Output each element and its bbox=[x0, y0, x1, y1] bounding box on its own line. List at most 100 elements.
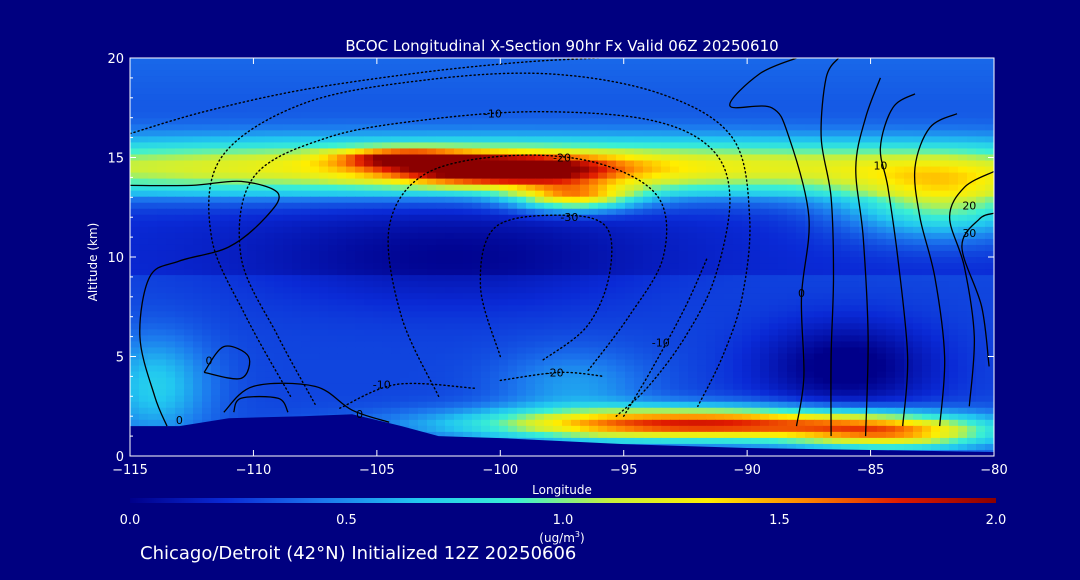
field-cell bbox=[931, 269, 941, 276]
field-cell bbox=[274, 317, 284, 324]
field-cell bbox=[913, 190, 923, 198]
field-cell bbox=[688, 64, 698, 71]
field-cell bbox=[319, 269, 329, 276]
field-cell bbox=[472, 58, 482, 65]
field-cell bbox=[499, 178, 509, 186]
field-cell bbox=[688, 172, 698, 180]
field-cell bbox=[769, 365, 779, 373]
field-cell bbox=[643, 263, 653, 270]
field-cell bbox=[283, 190, 293, 198]
field-cell bbox=[346, 136, 356, 144]
field-cell bbox=[868, 208, 878, 216]
field-cell bbox=[427, 106, 437, 113]
field-cell bbox=[490, 124, 500, 131]
field-cell bbox=[967, 112, 977, 119]
field-cell bbox=[571, 64, 581, 71]
field-cell bbox=[823, 106, 833, 113]
field-cell bbox=[634, 293, 644, 300]
field-cell bbox=[571, 166, 581, 174]
field-cell bbox=[859, 359, 869, 367]
field-cell bbox=[391, 208, 401, 216]
field-cell bbox=[463, 329, 473, 336]
field-cell bbox=[517, 365, 527, 373]
field-cell bbox=[274, 166, 284, 174]
field-cell bbox=[373, 184, 383, 192]
field-cell bbox=[706, 130, 716, 137]
field-cell bbox=[634, 58, 644, 65]
field-cell bbox=[292, 106, 302, 113]
field-cell bbox=[166, 166, 176, 174]
field-cell bbox=[967, 244, 977, 252]
field-cell bbox=[715, 238, 725, 246]
field-cell bbox=[607, 70, 617, 77]
field-cell bbox=[211, 106, 221, 113]
field-cell bbox=[517, 299, 527, 306]
field-cell bbox=[805, 184, 815, 192]
field-cell bbox=[373, 154, 383, 162]
field-cell bbox=[913, 58, 923, 65]
field-cell bbox=[193, 94, 203, 101]
field-cell bbox=[598, 250, 608, 258]
field-cell bbox=[337, 238, 347, 246]
field-cell bbox=[382, 359, 392, 367]
field-cell bbox=[544, 311, 554, 318]
field-cell bbox=[202, 275, 212, 282]
field-cell bbox=[814, 232, 824, 240]
field-cell bbox=[904, 190, 914, 198]
field-cell bbox=[526, 263, 536, 270]
field-cell bbox=[472, 88, 482, 95]
field-cell bbox=[517, 154, 527, 162]
field-cell bbox=[688, 359, 698, 367]
field-cell bbox=[580, 250, 590, 258]
field-cell bbox=[787, 100, 797, 107]
field-cell bbox=[544, 335, 554, 343]
field-cell bbox=[472, 100, 482, 107]
field-cell bbox=[832, 154, 842, 162]
field-cell bbox=[742, 365, 752, 373]
field-cell bbox=[454, 220, 464, 228]
field-cell bbox=[958, 220, 968, 228]
field-cell bbox=[157, 190, 167, 198]
field-cell bbox=[616, 269, 626, 276]
field-cell bbox=[751, 214, 761, 222]
field-cell bbox=[292, 257, 302, 264]
field-cell bbox=[769, 347, 779, 355]
field-cell bbox=[355, 293, 365, 300]
field-cell bbox=[850, 335, 860, 343]
field-cell bbox=[724, 347, 734, 355]
field-cell bbox=[463, 214, 473, 222]
field-cell bbox=[706, 64, 716, 71]
field-cell bbox=[157, 76, 167, 83]
field-cell bbox=[319, 70, 329, 77]
field-cell bbox=[724, 305, 734, 312]
field-cell bbox=[211, 148, 221, 156]
field-cell bbox=[427, 323, 437, 330]
field-cell bbox=[436, 76, 446, 83]
field-cell bbox=[823, 359, 833, 367]
field-cell bbox=[724, 214, 734, 222]
field-cell bbox=[670, 196, 680, 204]
field-cell bbox=[382, 172, 392, 180]
field-cell bbox=[877, 335, 887, 343]
field-cell bbox=[130, 238, 140, 246]
field-cell bbox=[562, 118, 572, 125]
field-cell bbox=[328, 118, 338, 125]
field-cell bbox=[535, 232, 545, 240]
field-cell bbox=[643, 293, 653, 300]
field-cell bbox=[751, 160, 761, 168]
field-cell bbox=[355, 329, 365, 336]
field-cell bbox=[958, 94, 968, 101]
field-cell bbox=[841, 166, 851, 174]
field-cell bbox=[823, 220, 833, 228]
field-cell bbox=[301, 148, 311, 156]
field-cell bbox=[400, 178, 410, 186]
field-cell bbox=[778, 341, 788, 349]
field-cell bbox=[742, 220, 752, 228]
field-cell bbox=[580, 184, 590, 192]
field-cell bbox=[454, 166, 464, 174]
field-cell bbox=[886, 359, 896, 367]
field-cell bbox=[670, 208, 680, 216]
field-cell bbox=[544, 208, 554, 216]
field-cell bbox=[688, 82, 698, 89]
